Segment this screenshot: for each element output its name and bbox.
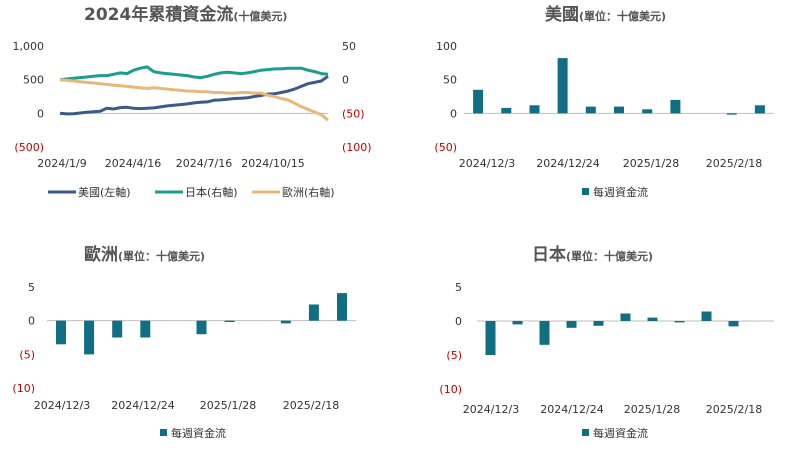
- bar: [224, 320, 235, 322]
- y-tick-label: (10): [12, 382, 35, 395]
- bar: [566, 321, 577, 328]
- bar: [539, 321, 550, 345]
- bar: [56, 320, 66, 345]
- y-tick-label: (5): [19, 348, 35, 361]
- series-line-1: [59, 65, 329, 82]
- x-tick-label: 2024/12/24: [111, 399, 174, 412]
- chart-title-main: 2024年累積資金流: [84, 4, 233, 25]
- x-tick-label: 2025/1/28: [623, 157, 679, 170]
- y-left-tick-label: 1,000: [13, 40, 45, 53]
- x-tick-label: 2025/2/18: [706, 157, 762, 170]
- bar: [754, 105, 765, 114]
- y-right-tick-label: 50: [342, 40, 356, 53]
- bar: [501, 107, 512, 114]
- bar: [701, 311, 712, 321]
- bar: [557, 58, 568, 114]
- x-tick-label: 2025/2/18: [706, 403, 762, 416]
- legend-label: 每週資金流: [593, 426, 648, 440]
- y-tick-label: 0: [450, 107, 457, 120]
- chart-title-main: 歐洲: [84, 244, 118, 265]
- chart-title: 歐洲(單位：十億美元): [84, 244, 205, 265]
- y-right-tick-label: (50): [342, 107, 365, 120]
- legend-label: 每週資金流: [593, 185, 648, 199]
- y-tick-label: 0: [28, 315, 35, 328]
- legend-swatch: [160, 429, 167, 436]
- chart-title-main: 美國: [545, 4, 579, 25]
- bar: [280, 320, 291, 324]
- x-tick-label: 2025/2/18: [283, 399, 339, 412]
- x-tick-label: 2024/4/16: [105, 157, 161, 170]
- x-tick-label: 2024/12/3: [459, 157, 515, 170]
- bar: [529, 105, 540, 114]
- legend-swatch: [582, 188, 589, 195]
- bar: [614, 106, 624, 114]
- bar: [140, 320, 151, 338]
- y-tick-label: (50): [434, 141, 457, 154]
- bar: [593, 321, 604, 326]
- bar: [670, 99, 681, 114]
- legend-label: 美國(左軸): [78, 185, 131, 199]
- chart-title: 日本(單位：十億美元): [532, 244, 653, 265]
- bar: [473, 89, 484, 114]
- bar: [485, 321, 496, 355]
- x-tick-label: 2024/12/24: [540, 403, 603, 416]
- bar: [84, 320, 95, 355]
- chart-title-unit: (單位：十億美元): [118, 249, 205, 263]
- y-left-tick-label: 500: [23, 74, 44, 87]
- x-tick-label: 2024/12/3: [463, 403, 519, 416]
- legend-swatch: [582, 429, 589, 436]
- y-tick-label: 0: [455, 315, 462, 328]
- bar: [512, 321, 523, 325]
- x-tick-label: 2025/1/28: [624, 403, 680, 416]
- bar: [674, 321, 685, 323]
- series-line-0: [59, 75, 329, 116]
- chart-title-unit: (十億美元): [233, 9, 287, 23]
- x-tick-label: 2024/1/9: [37, 157, 86, 170]
- y-tick-label: (5): [446, 349, 462, 362]
- bar: [112, 320, 123, 338]
- legend-label: 歐洲(右軸): [282, 185, 335, 199]
- bar: [642, 109, 653, 114]
- y-tick-label: 100: [436, 40, 457, 53]
- chart-title-main: 日本: [532, 244, 566, 265]
- x-tick-label: 2025/1/28: [200, 399, 256, 412]
- y-right-tick-label: 0: [342, 74, 349, 87]
- x-tick-label: 2024/12/24: [536, 157, 599, 170]
- bar: [647, 317, 658, 321]
- y-tick-label: 5: [28, 281, 35, 294]
- chart-title: 美國(單位：十億美元): [545, 4, 666, 25]
- bar: [728, 321, 739, 327]
- chart-title-unit: (單位：十億美元): [566, 249, 653, 263]
- series-line-2: [59, 78, 329, 122]
- bar: [337, 293, 347, 321]
- chart-title: 2024年累積資金流(十億美元): [84, 4, 287, 25]
- bar: [620, 313, 631, 321]
- y-tick-label: (10): [439, 383, 462, 396]
- chart-title-unit: (單位：十億美元): [579, 9, 666, 23]
- bar: [585, 106, 596, 114]
- legend-label: 日本(右軸): [185, 185, 238, 199]
- y-left-tick-label: (500): [14, 141, 44, 154]
- y-tick-label: 50: [443, 74, 457, 87]
- legend-label: 每週資金流: [171, 426, 226, 440]
- x-tick-label: 2024/7/16: [176, 157, 232, 170]
- y-right-tick-label: (100): [342, 141, 372, 154]
- bar: [726, 113, 737, 115]
- y-left-tick-label: 0: [37, 107, 44, 120]
- x-tick-label: 2024/10/15: [241, 157, 304, 170]
- y-tick-label: 5: [455, 281, 462, 294]
- bar: [196, 320, 207, 335]
- bar: [308, 304, 319, 321]
- x-tick-label: 2024/12/3: [34, 399, 90, 412]
